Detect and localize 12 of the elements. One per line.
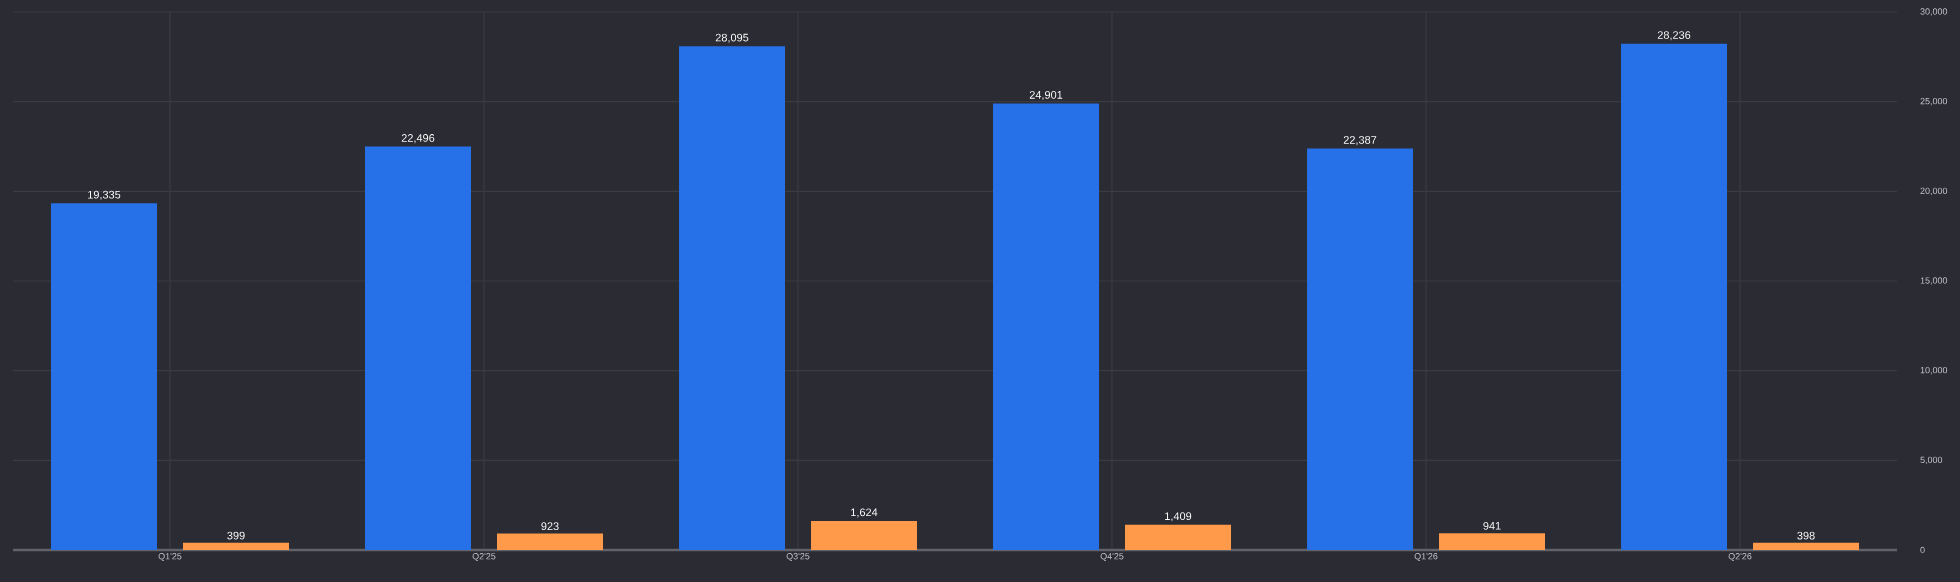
bar [679, 46, 786, 550]
bar [1621, 43, 1728, 550]
bar [1753, 542, 1860, 550]
bar [497, 533, 604, 550]
bar [1307, 148, 1414, 550]
bar [993, 103, 1100, 550]
bar [51, 203, 157, 550]
bar [1125, 524, 1232, 550]
bar [365, 146, 472, 550]
bar [1439, 533, 1546, 550]
bar [183, 542, 289, 550]
bar [811, 520, 918, 550]
